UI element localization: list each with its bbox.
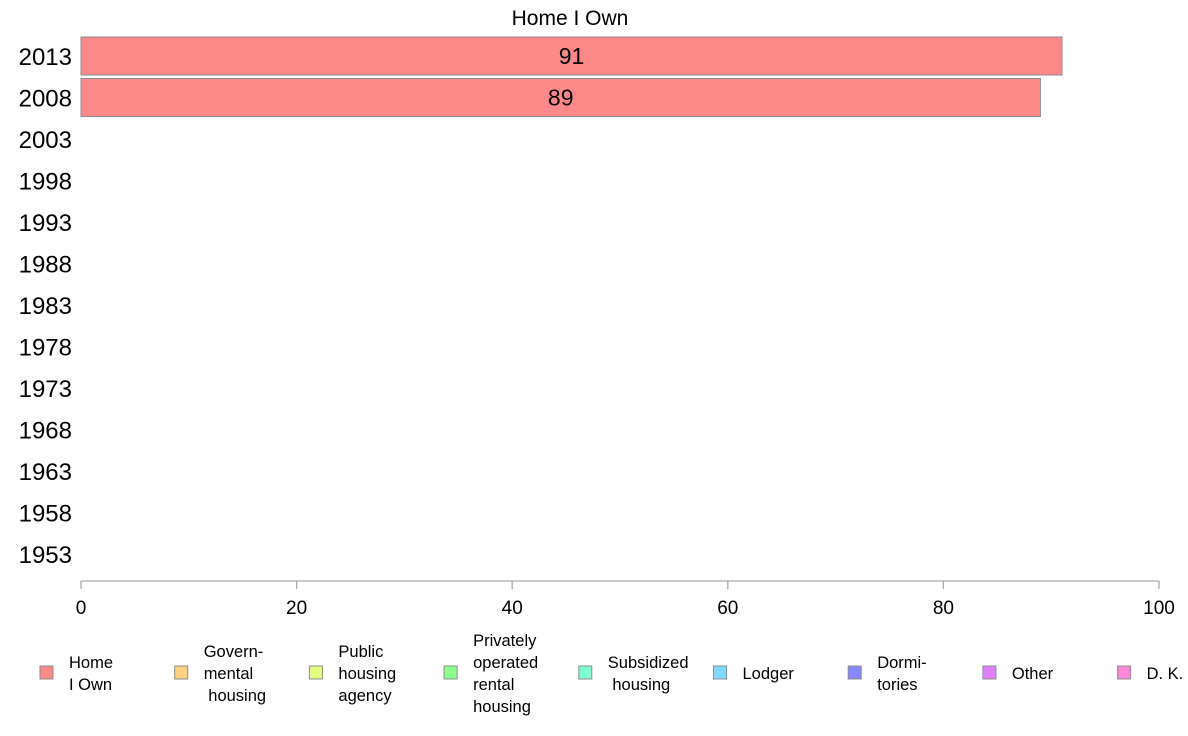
legend-label: housing xyxy=(608,676,670,694)
bar-value-label-2013: 91 xyxy=(559,43,585,69)
legend-label: Subsidized xyxy=(608,654,689,672)
y-tick-label-2003: 2003 xyxy=(19,127,72,154)
legend-item-2: Public housing agency xyxy=(308,643,396,705)
x-tick-label-100: 100 xyxy=(1143,598,1175,619)
legend-label: I Own xyxy=(69,676,112,694)
legend-swatch xyxy=(1117,665,1132,680)
legend-label: Home xyxy=(69,654,113,672)
y-tick-label-2013: 2013 xyxy=(19,44,72,71)
y-tick-label-1993: 1993 xyxy=(19,210,72,237)
legend-swatch xyxy=(578,665,593,680)
bar-2013 xyxy=(80,36,1063,76)
bars-group: 91 89 xyxy=(80,36,1063,117)
y-tick-label-1998: 1998 xyxy=(19,169,72,196)
legend-label: Govern- xyxy=(204,643,264,661)
legend-label: housing xyxy=(204,687,266,705)
y-tick-label-1973: 1973 xyxy=(19,376,72,403)
legend-label: Privately xyxy=(473,632,537,650)
x-tick-label-40: 40 xyxy=(502,598,523,619)
x-tick-label-20: 20 xyxy=(286,598,307,619)
legend-label: housing xyxy=(338,665,396,683)
y-tick-label-1968: 1968 xyxy=(19,418,72,445)
legend-item-7: Other xyxy=(982,665,1054,683)
legend-label: operated xyxy=(473,654,538,672)
y-tick-label-1988: 1988 xyxy=(19,252,72,279)
legend-label: tories xyxy=(877,676,917,694)
legend-item-5: Lodger xyxy=(713,665,795,683)
y-tick-label-1958: 1958 xyxy=(19,501,72,528)
legend-label: rental xyxy=(473,676,514,694)
x-tick-label-60: 60 xyxy=(717,598,738,619)
y-tick-label-2008: 2008 xyxy=(19,86,72,113)
legend-swatch xyxy=(982,665,997,680)
legend-item-4: Subsidized housing xyxy=(578,654,689,694)
y-tick-label-1983: 1983 xyxy=(19,293,72,320)
x-tick-label-0: 0 xyxy=(76,598,87,619)
y-tick-label-1953: 1953 xyxy=(19,542,72,569)
legend-label: agency xyxy=(338,687,392,705)
legend-item-1: Govern-mental housing xyxy=(174,643,266,705)
legend-label: Lodger xyxy=(743,665,795,683)
legend-item-3: Privately operated rental housing xyxy=(443,632,538,716)
legend-label: Dormi- xyxy=(877,654,927,672)
legend-swatch xyxy=(39,665,54,680)
bar-2008 xyxy=(80,78,1041,117)
legend-item-0: Home I Own xyxy=(39,654,113,694)
x-tick-label-80: 80 xyxy=(933,598,954,619)
chart-title: Home I Own xyxy=(512,7,629,30)
legend-swatch xyxy=(847,665,862,680)
legend-swatch xyxy=(308,665,323,680)
legend-label: Public xyxy=(338,643,383,661)
x-axis: 0 20 40 60 80 100 xyxy=(76,580,1175,619)
legend-label: D. K. xyxy=(1147,665,1184,683)
legend-swatch xyxy=(443,665,458,680)
bar-value-label-2008: 89 xyxy=(548,85,574,111)
legend: Home I Own Govern-mental housing Public hous… xyxy=(39,632,1184,716)
y-tick-label-1978: 1978 xyxy=(19,335,72,362)
legend-label: Other xyxy=(1012,665,1054,683)
y-tick-label-1963: 1963 xyxy=(19,459,72,486)
legend-swatch xyxy=(713,665,727,680)
legend-item-8: D. K. xyxy=(1117,665,1184,683)
legend-label: mental xyxy=(204,665,254,683)
legend-label: housing xyxy=(473,698,531,716)
legend-item-6: Dormi-tories xyxy=(847,654,927,694)
y-axis-labels: 2013 2008 2003 1998 1993 1988 1983 1978 1973 1968… xyxy=(19,44,72,569)
legend-swatch xyxy=(174,665,189,680)
